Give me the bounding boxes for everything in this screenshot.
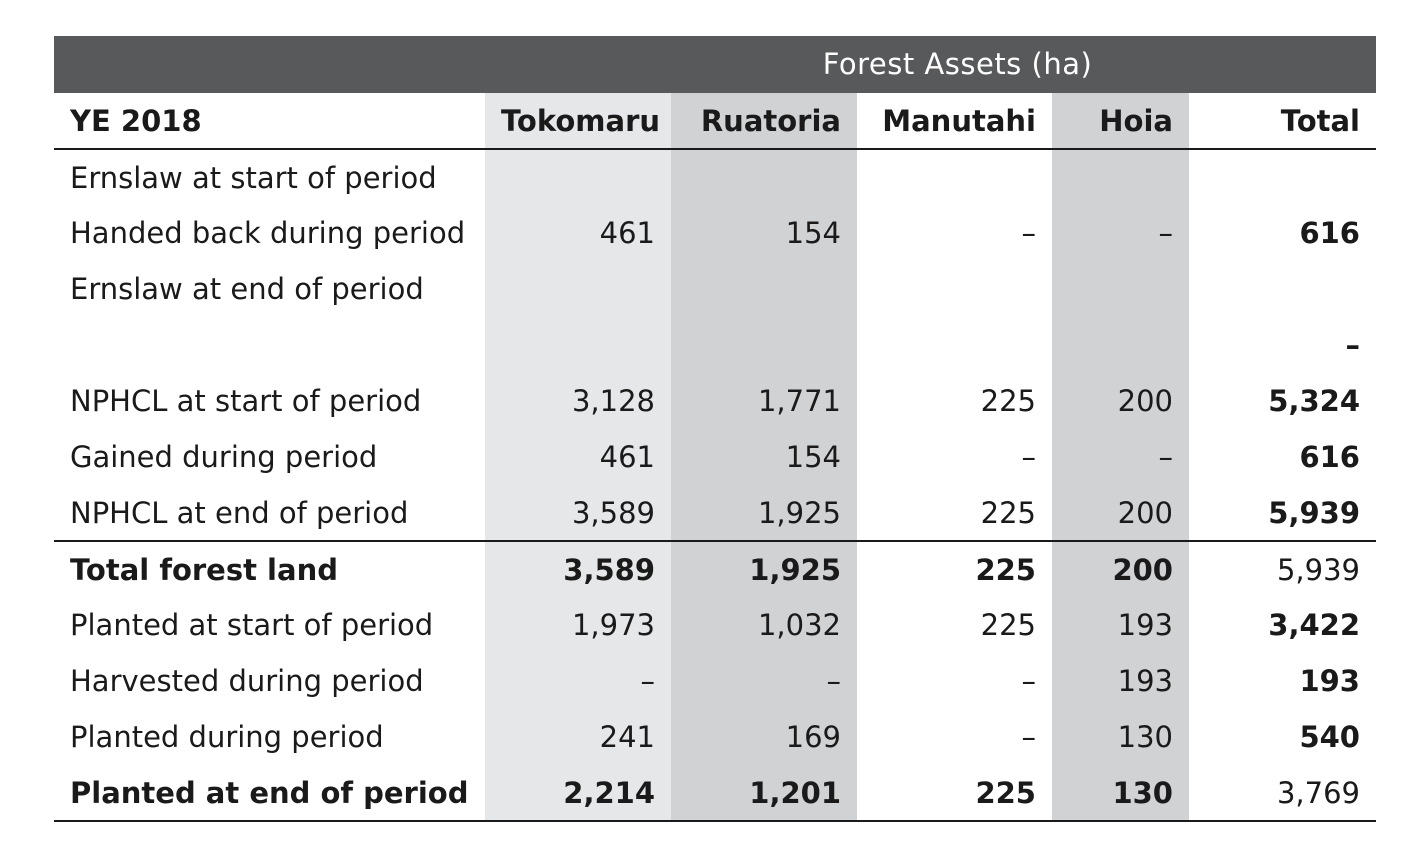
column-header-ruatoria: Ruatoria bbox=[671, 93, 857, 150]
cell-manutahi: 225 bbox=[857, 540, 1052, 597]
cell-manutahi: – bbox=[1021, 720, 1037, 754]
cell-hoia bbox=[1052, 149, 1189, 205]
cell-manutahi: – bbox=[1021, 440, 1037, 474]
cell-tokomaru: 461 bbox=[485, 205, 671, 261]
cell-tokomaru: 461 bbox=[485, 429, 671, 485]
row-label-header: YE 2018 bbox=[54, 93, 485, 150]
banner-title: Forest Assets (ha) bbox=[822, 47, 1093, 81]
column-header-total: Total bbox=[1189, 93, 1376, 150]
cell-total: 5,324 bbox=[1268, 384, 1360, 418]
row-label: Handed back during period bbox=[70, 216, 466, 250]
cell-ruatoria: 1,925 bbox=[671, 485, 857, 541]
cell-manutahi bbox=[857, 149, 1052, 205]
cell-tokomaru: – bbox=[485, 653, 671, 709]
column-header-tokomaru: Tokomaru bbox=[485, 93, 671, 150]
column-header-hoia: Hoia bbox=[1052, 93, 1189, 150]
row-label: Planted at start of period bbox=[70, 608, 434, 642]
cell-total: 3,769 bbox=[1189, 765, 1376, 822]
row-label: Planted during period bbox=[70, 720, 384, 754]
table-row-planted-at-end: Planted at end of period 2,214 1,201 225… bbox=[54, 765, 1376, 822]
cell-hoia: 193 bbox=[1052, 597, 1189, 653]
table-row: Ernslaw at start of period bbox=[54, 149, 1376, 205]
cell-hoia: 193 bbox=[1052, 653, 1189, 709]
cell-ruatoria: 1,201 bbox=[671, 765, 857, 822]
cell-ruatoria: – bbox=[671, 653, 857, 709]
row-label: Planted at end of period bbox=[54, 765, 485, 822]
cell-tokomaru bbox=[485, 317, 671, 373]
cell-manutahi bbox=[857, 317, 1052, 373]
column-header-manutahi: Manutahi bbox=[857, 93, 1052, 150]
cell-tokomaru: 1,973 bbox=[485, 597, 671, 653]
cell-total: 3,422 bbox=[1268, 608, 1360, 642]
row-label: NPHCL at start of period bbox=[70, 384, 422, 418]
cell-manutahi bbox=[857, 261, 1052, 317]
row-label: Ernslaw at end of period bbox=[70, 272, 424, 306]
header-row: YE 2018 Tokomaru Ruatoria Manutahi Hoia … bbox=[54, 93, 1376, 150]
cell-tokomaru: 3,589 bbox=[485, 540, 671, 597]
forest-assets-table: YE 2018 Tokomaru Ruatoria Manutahi Hoia … bbox=[54, 93, 1376, 822]
cell-ruatoria bbox=[671, 317, 857, 373]
row-label: Harvested during period bbox=[70, 664, 424, 698]
cell-hoia: – bbox=[1052, 429, 1189, 485]
cell-ruatoria: 169 bbox=[671, 709, 857, 765]
cell-ruatoria bbox=[671, 261, 857, 317]
cell-manutahi: – bbox=[1021, 664, 1037, 698]
table-row-total-forest-land: Total forest land 3,589 1,925 225 200 5,… bbox=[54, 540, 1376, 597]
row-label: Gained during period bbox=[70, 440, 378, 474]
forest-assets-table-container: Forest Assets (ha) YE 2018 Tokomaru Ruat… bbox=[54, 36, 1376, 822]
cell-tokomaru bbox=[485, 261, 671, 317]
cell-hoia: – bbox=[1052, 205, 1189, 261]
table-row: Gained during period 461 154 – – 616 bbox=[54, 429, 1376, 485]
cell-total: 616 bbox=[1299, 440, 1360, 474]
cell-manutahi: 225 bbox=[980, 384, 1036, 418]
cell-hoia: 200 bbox=[1052, 485, 1189, 541]
cell-tokomaru: 3,128 bbox=[485, 373, 671, 429]
table-banner: Forest Assets (ha) bbox=[54, 36, 1376, 93]
cell-total: – bbox=[1345, 328, 1361, 362]
cell-total: 616 bbox=[1299, 216, 1360, 250]
row-label: Total forest land bbox=[54, 540, 485, 597]
cell-total bbox=[1189, 261, 1376, 317]
row-label bbox=[54, 317, 485, 373]
table-row: Harvested during period – – – 193 193 bbox=[54, 653, 1376, 709]
cell-tokomaru: 241 bbox=[485, 709, 671, 765]
cell-ruatoria: 1,925 bbox=[671, 540, 857, 597]
cell-ruatoria: 154 bbox=[671, 205, 857, 261]
cell-hoia bbox=[1052, 261, 1189, 317]
table-row: Planted during period 241 169 – 130 540 bbox=[54, 709, 1376, 765]
cell-hoia: 130 bbox=[1052, 709, 1189, 765]
table-row: – bbox=[54, 317, 1376, 373]
cell-manutahi: 225 bbox=[980, 495, 1036, 530]
table-row: Handed back during period 461 154 – – 61… bbox=[54, 205, 1376, 261]
cell-total: 5,939 bbox=[1268, 495, 1360, 530]
cell-tokomaru: 3,589 bbox=[485, 485, 671, 541]
table-row: NPHCL at end of period 3,589 1,925 225 2… bbox=[54, 485, 1376, 541]
cell-manutahi: – bbox=[1021, 216, 1037, 250]
cell-tokomaru bbox=[485, 149, 671, 205]
table-row: Ernslaw at end of period bbox=[54, 261, 1376, 317]
cell-ruatoria: 1,032 bbox=[671, 597, 857, 653]
cell-total: 5,939 bbox=[1189, 540, 1376, 597]
cell-manutahi: 225 bbox=[857, 765, 1052, 822]
cell-total: 540 bbox=[1299, 720, 1360, 754]
cell-hoia: 200 bbox=[1052, 373, 1189, 429]
cell-ruatoria: 1,771 bbox=[671, 373, 857, 429]
cell-hoia: 200 bbox=[1052, 540, 1189, 597]
table-row: Planted at start of period 1,973 1,032 2… bbox=[54, 597, 1376, 653]
cell-total bbox=[1189, 149, 1376, 205]
cell-total: 193 bbox=[1299, 664, 1360, 698]
cell-ruatoria bbox=[671, 149, 857, 205]
cell-hoia: 130 bbox=[1052, 765, 1189, 822]
cell-manutahi: 225 bbox=[980, 608, 1036, 642]
table-row: NPHCL at start of period 3,128 1,771 225… bbox=[54, 373, 1376, 429]
cell-ruatoria: 154 bbox=[671, 429, 857, 485]
row-label: Ernslaw at start of period bbox=[70, 160, 437, 195]
cell-tokomaru: 2,214 bbox=[485, 765, 671, 822]
cell-hoia bbox=[1052, 317, 1189, 373]
row-label: NPHCL at end of period bbox=[70, 495, 409, 530]
